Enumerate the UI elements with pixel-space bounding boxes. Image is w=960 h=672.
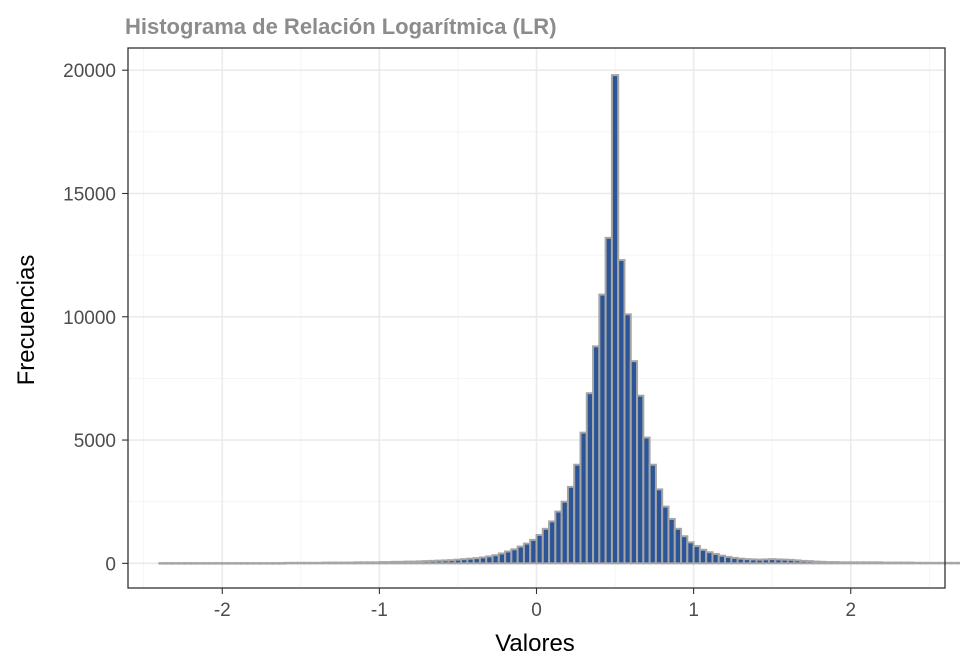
x-tick-label: -1 — [371, 600, 388, 621]
x-tick-label: 2 — [845, 600, 856, 621]
x-axis-title: Valores — [495, 630, 575, 657]
y-tick-label: 5000 — [74, 431, 116, 452]
x-axis: -2 -1 0 1 2 — [214, 588, 856, 621]
x-tick-label: 0 — [531, 600, 542, 621]
x-tick-label: 1 — [688, 600, 699, 621]
y-tick-label: 10000 — [63, 308, 116, 329]
y-tick-label: 20000 — [63, 61, 116, 82]
y-tick-label: 15000 — [63, 184, 116, 205]
histogram-bars — [158, 74, 960, 565]
histogram-bar — [956, 561, 960, 565]
x-tick-label: -2 — [214, 600, 231, 621]
major-gridlines — [128, 48, 945, 588]
chart-title: Histograma de Relación Logarítmica (LR) — [125, 14, 557, 39]
y-axis-title: Frecuencias — [13, 255, 40, 386]
y-axis: 0 5000 10000 15000 20000 — [63, 61, 128, 575]
y-tick-label: 0 — [105, 554, 116, 575]
